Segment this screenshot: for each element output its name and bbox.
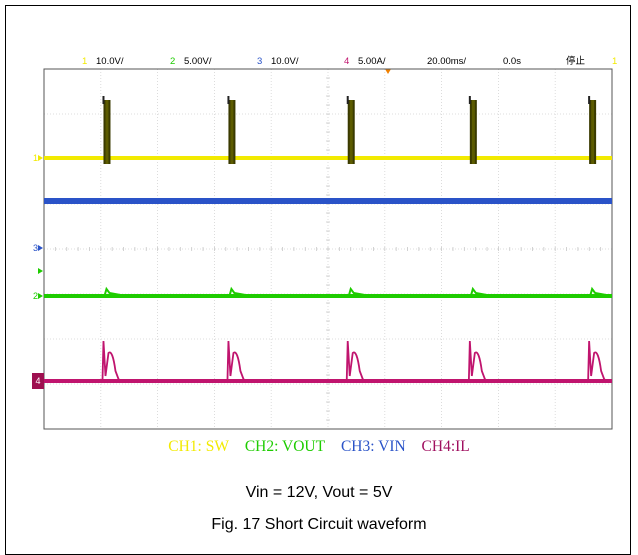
channel-legend: CH1: SW CH2: VOUT CH3: VIN CH4:IL bbox=[0, 438, 638, 456]
ch4-il-pulse bbox=[101, 340, 122, 382]
ch1-sw-pulse-fill bbox=[105, 100, 109, 164]
ch1-marker-arrow bbox=[38, 155, 43, 161]
oscilloscope-chart: 1 10.0V/2 5.00V/3 10.0V/4 5.00A/20.00ms/0.0s… bbox=[32, 55, 617, 430]
ch2-vout-bump bbox=[103, 286, 121, 297]
header-trigger-channel: 1 bbox=[612, 56, 617, 67]
ch1-sw-pulse-spike bbox=[346, 96, 349, 104]
ch4-il-pulse bbox=[467, 340, 488, 382]
ch1-marker: 1 bbox=[33, 153, 38, 163]
test-conditions: Vin = 12V, Vout = 5V bbox=[245, 484, 393, 501]
ch1-sw-pulse-fill bbox=[591, 100, 595, 164]
ch2-marker-arrow bbox=[38, 293, 43, 299]
header-timebase: 20.00ms/ bbox=[427, 56, 466, 67]
ch1-sw-pulse bbox=[468, 96, 477, 164]
header-offset: 0.0s bbox=[503, 56, 521, 67]
ch4-marker-box bbox=[32, 373, 44, 389]
grid bbox=[43, 68, 613, 430]
ch2-vout-bump bbox=[228, 286, 246, 297]
ch2-vout-bump bbox=[589, 286, 607, 297]
legend-ch3: CH3: VIN bbox=[340, 438, 406, 455]
ch1-sw-pulse-spike bbox=[468, 96, 471, 104]
ch1-sw-trace bbox=[44, 156, 612, 160]
ch1-sw-pulse bbox=[102, 96, 111, 164]
header-status: 停止 bbox=[566, 55, 586, 67]
legend-ch2: CH2: VOUT bbox=[244, 438, 326, 455]
ch2-vout-bump bbox=[469, 286, 488, 297]
ch4-il-trace bbox=[44, 379, 612, 383]
trigger-level-arrow bbox=[38, 268, 43, 274]
ch1-sw-pulse bbox=[346, 96, 355, 164]
ch1-sw-pulse-fill bbox=[471, 100, 475, 164]
ch2-vout-trace bbox=[44, 294, 612, 298]
ch1-sw-pulse-fill bbox=[349, 100, 353, 164]
legend-ch4: CH4:IL bbox=[421, 438, 470, 455]
ch1-sw-pulse-fill bbox=[230, 100, 234, 164]
ch2-marker: 2 bbox=[33, 291, 38, 301]
ch3-marker-arrow bbox=[38, 245, 43, 251]
header-ch1-num: 1 bbox=[82, 56, 87, 67]
header-ch3-scale: 10.0V/ bbox=[271, 56, 299, 67]
ch2-vout-bump bbox=[347, 286, 365, 297]
ch3-marker: 3 bbox=[33, 243, 38, 253]
ch4-il-pulse bbox=[345, 340, 366, 382]
header-ch4-scale: 5.00A/ bbox=[358, 56, 386, 67]
ch1-sw-pulse bbox=[227, 96, 236, 164]
ch1-sw-pulse-spike bbox=[102, 96, 105, 104]
ch1-sw-pulse-spike bbox=[588, 96, 591, 104]
figure-caption: Fig. 17 Short Circuit waveform bbox=[211, 516, 427, 533]
header-ch2-scale: 5.00V/ bbox=[184, 56, 212, 67]
header-ch4-num: 4 bbox=[344, 56, 349, 67]
ch1-sw-pulse-spike bbox=[227, 96, 230, 104]
legend-ch1: CH1: SW bbox=[168, 438, 229, 455]
ch1-sw-pulse bbox=[588, 96, 597, 164]
header-ch3-num: 3 bbox=[257, 56, 262, 67]
header-ch2-num: 2 bbox=[170, 56, 175, 67]
ch4-il-pulse bbox=[587, 340, 607, 382]
plot-border bbox=[43, 68, 613, 430]
ch4-marker: 4 bbox=[35, 376, 40, 386]
ch3-vin-trace bbox=[44, 198, 612, 204]
ch4-il-pulse bbox=[226, 340, 247, 382]
header-ch1-scale: 10.0V/ bbox=[96, 56, 124, 67]
trigger-marker bbox=[385, 69, 391, 74]
